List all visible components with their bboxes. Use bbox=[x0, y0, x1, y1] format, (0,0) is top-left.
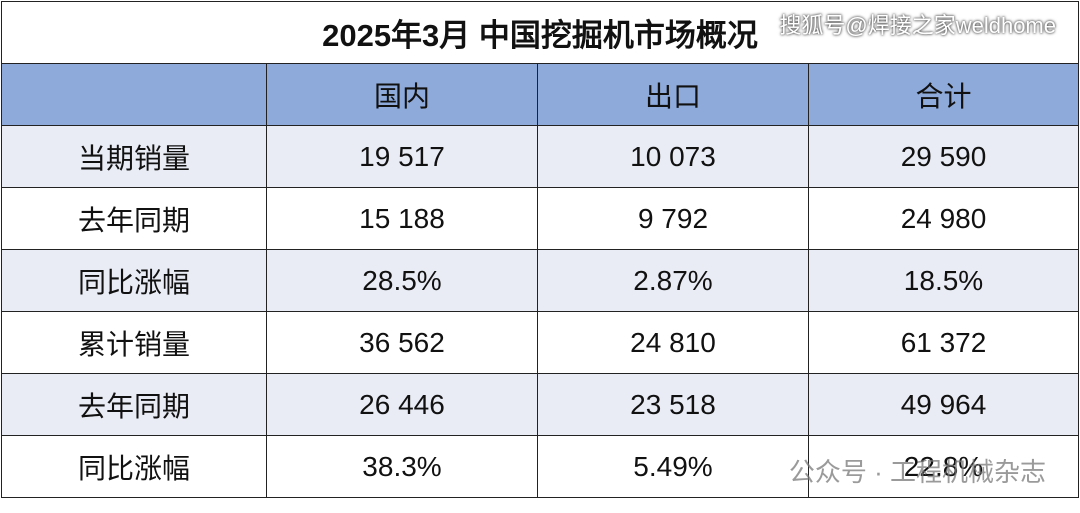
header-cell bbox=[1, 63, 267, 126]
data-cell: 10 073 bbox=[537, 125, 809, 188]
market-table: 2025年3月 中国挖掘机市场概况 国内 出口 合计 当期销量 19 517 10 07… bbox=[0, 1, 1080, 498]
data-cell: 36 562 bbox=[266, 311, 538, 374]
table-row: 当期销量 19 517 10 073 29 590 bbox=[1, 125, 1080, 188]
watermark: 搜狐号@焊接之家weldhome bbox=[779, 13, 1056, 38]
header-cell: 国内 bbox=[266, 63, 538, 126]
table-row: 累计销量 36 562 24 810 61 372 bbox=[1, 311, 1080, 374]
data-cell: 5.49% bbox=[537, 435, 809, 498]
row-label: 去年同期 bbox=[1, 187, 267, 250]
data-cell: 15 188 bbox=[266, 187, 538, 250]
table-title: 2025年3月 中国挖掘机市场概况 bbox=[0, 1, 1080, 64]
data-cell: 19 517 bbox=[266, 125, 538, 188]
row-label: 累计销量 bbox=[1, 311, 267, 374]
row-label: 去年同期 bbox=[1, 373, 267, 436]
data-cell: 23 518 bbox=[537, 373, 809, 436]
data-cell: 61 372 bbox=[807, 311, 1080, 374]
data-cell: 18.5% bbox=[807, 249, 1080, 312]
header-cell: 出口 bbox=[537, 63, 809, 126]
data-cell: 24 980 bbox=[807, 187, 1080, 250]
table-row: 同比涨幅 28.5% 2.87% 18.5% bbox=[1, 249, 1080, 312]
row-label: 同比涨幅 bbox=[1, 249, 267, 312]
row-label: 同比涨幅 bbox=[1, 435, 267, 498]
data-cell: 2.87% bbox=[537, 249, 809, 312]
data-cell: 38.3% bbox=[266, 435, 538, 498]
data-cell: 28.5% bbox=[266, 249, 538, 312]
data-cell: 49 964 bbox=[807, 373, 1080, 436]
header-cell: 合计 bbox=[807, 63, 1080, 126]
data-cell: 24 810 bbox=[537, 311, 809, 374]
data-cell: 9 792 bbox=[537, 187, 809, 250]
data-cell: 26 446 bbox=[266, 373, 538, 436]
data-cell: 29 590 bbox=[807, 125, 1080, 188]
data-cell: 22.8% bbox=[807, 435, 1080, 498]
table-row: 去年同期 26 446 23 518 49 964 bbox=[1, 373, 1080, 436]
table-row: 去年同期 15 188 9 792 24 980 bbox=[1, 187, 1080, 250]
row-label: 当期销量 bbox=[1, 125, 267, 188]
watermark: 公众号 · 工程机械杂志 bbox=[788, 457, 1046, 487]
table-row: 同比涨幅 38.3% 5.49% 22.8% bbox=[1, 435, 1080, 498]
